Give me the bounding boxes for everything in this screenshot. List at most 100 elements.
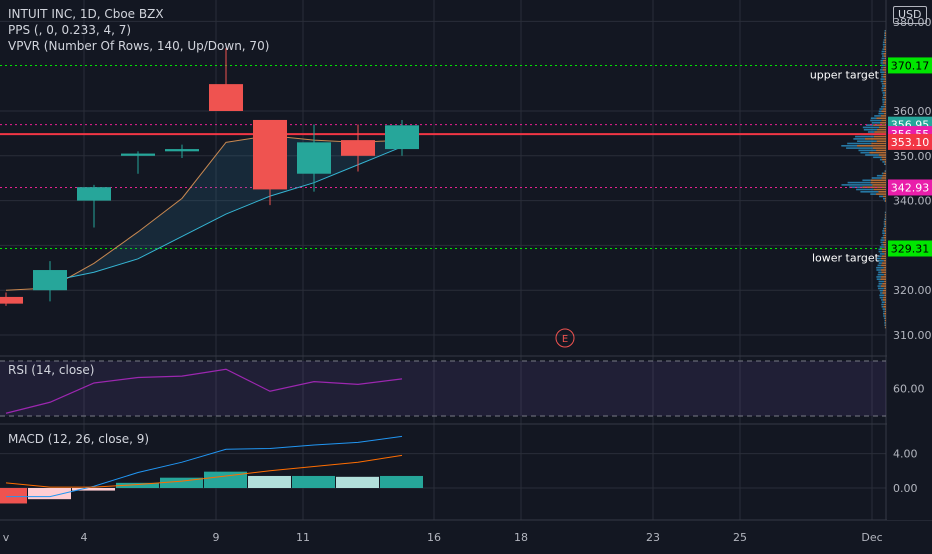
candle-body-7[interactable] (297, 142, 331, 173)
macd-hist-bar-8[interactable] (336, 477, 379, 488)
vpvr-row-up-28 (883, 94, 885, 96)
vpvr-row-up-39 (870, 120, 881, 122)
vpvr-row-up-56 (880, 159, 882, 161)
vpvr-row-down-46 (874, 136, 886, 138)
candle-body-0[interactable] (0, 297, 23, 304)
vpvr-row-down-29 (884, 97, 886, 99)
vpvr-row-up-50 (841, 145, 857, 147)
vpvr-row-down-32 (884, 104, 886, 106)
vpvr-row-up-69 (856, 189, 874, 191)
vpvr-row-down-116 (883, 297, 886, 299)
vpvr-row-down-49 (871, 143, 886, 145)
vpvr-row-down-7 (884, 46, 886, 48)
vpvr-row-up-38 (871, 117, 877, 119)
vpvr-row-up-2 (884, 35, 885, 37)
vpvr-row-down-55 (881, 157, 886, 159)
earnings-marker-label[interactable]: E (562, 334, 568, 345)
vpvr-row-up-114 (880, 292, 882, 294)
vpvr-row-down-125 (885, 318, 886, 320)
macd-hist-bar-9[interactable] (380, 476, 423, 488)
time-tick-7: 25 (733, 531, 747, 544)
pps-legend[interactable]: PPS (, 0, 0.233, 4, 7) (8, 23, 131, 38)
macd-legend[interactable]: MACD (12, 26, close, 9) (8, 432, 149, 447)
vpvr-row-down-64 (881, 177, 886, 179)
vpvr-row-up-84 (884, 223, 885, 225)
symbol-title[interactable]: INTUIT INC, 1D, Cboe BZX (8, 7, 164, 22)
vpvr-row-down-9 (885, 51, 886, 53)
vpvr-row-up-62 (882, 173, 883, 175)
vpvr-row-up-96 (879, 251, 882, 253)
vpvr-row-down-43 (877, 129, 886, 131)
vpvr-row-up-26 (882, 90, 884, 92)
vpvr-row-up-6 (883, 44, 885, 46)
vpvr-row-down-120 (883, 306, 886, 308)
vpvr-row-down-33 (885, 106, 886, 108)
vpvr-row-down-4 (885, 39, 886, 41)
candle-body-6[interactable] (253, 120, 287, 189)
vpvr-row-up-110 (879, 283, 883, 285)
time-tick-2: 9 (213, 531, 220, 544)
time-tick-6: 23 (646, 531, 660, 544)
vpvr-row-up-106 (878, 274, 884, 276)
candle-body-9[interactable] (385, 125, 419, 149)
vpvr-row-down-83 (885, 221, 886, 223)
currency-badge[interactable]: USD (893, 6, 927, 24)
vpvr-row-down-39 (881, 120, 886, 122)
vpvr-row-down-51 (873, 147, 886, 149)
vpvr-row-down-42 (879, 127, 886, 129)
vpvr-row-down-80 (885, 214, 886, 216)
vpvr-row-up-37 (874, 115, 881, 117)
vpvr-row-up-25 (881, 88, 883, 90)
vpvr-row-down-24 (885, 85, 886, 87)
candle-body-5[interactable] (209, 84, 243, 111)
vpvr-row-down-69 (874, 189, 886, 191)
vpvr-row-up-55 (873, 157, 881, 159)
vpvr-row-up-97 (880, 253, 885, 255)
vpvr-row-down-37 (881, 115, 886, 117)
vpvr-row-up-11 (882, 55, 884, 57)
vpvr-row-up-7 (883, 46, 884, 48)
vpvr-row-up-103 (876, 267, 883, 269)
vpvr-row-down-53 (869, 152, 886, 154)
macd-hist-bar-7[interactable] (292, 476, 335, 488)
price-tag-0: 370.17 (891, 59, 930, 72)
vpvr-row-down-48 (877, 140, 886, 142)
candle-body-1[interactable] (33, 270, 67, 290)
candle-body-4[interactable] (165, 149, 199, 151)
vpvr-row-up-126 (884, 320, 885, 322)
rsi-legend[interactable]: RSI (14, close) (8, 363, 94, 378)
vpvr-row-down-93 (884, 244, 886, 246)
vpvr-row-down-36 (884, 113, 886, 115)
vpvr-row-down-127 (885, 322, 886, 324)
vpvr-row-down-107 (881, 276, 886, 278)
macd-hist-bar-0[interactable] (0, 488, 27, 503)
vpvr-row-down-16 (883, 67, 886, 69)
candle-body-3[interactable] (121, 154, 155, 156)
candle-body-2[interactable] (77, 187, 111, 200)
vpvr-row-up-57 (882, 161, 884, 163)
vpvr-row-down-108 (881, 278, 886, 280)
vpvr-row-down-28 (885, 94, 886, 96)
vpvr-row-up-43 (864, 129, 877, 131)
vpvr-row-up-19 (881, 74, 883, 76)
time-tick-8: Dec (861, 531, 882, 544)
vpvr-row-down-63 (882, 175, 886, 177)
vpvr-row-up-27 (882, 92, 885, 94)
vpvr-row-up-22 (881, 81, 884, 83)
vpvr-row-down-17 (883, 69, 886, 71)
vpvr-legend[interactable]: VPVR (Number Of Rows, 140, Up/Down, 70) (8, 39, 269, 54)
macd-hist-bar-6[interactable] (248, 476, 291, 488)
candle-body-8[interactable] (341, 140, 375, 156)
vpvr-row-up-124 (883, 315, 885, 317)
vpvr-row-down-50 (857, 145, 886, 147)
vpvr-row-up-14 (880, 62, 882, 64)
vpvr-row-up-36 (878, 113, 883, 115)
vpvr-row-up-81 (885, 216, 886, 218)
vpvr-row-down-22 (883, 81, 886, 83)
time-tick-3: 11 (296, 531, 310, 544)
vpvr-row-down-103 (884, 267, 886, 269)
vpvr-row-up-127 (884, 322, 885, 324)
vpvr-row-up-116 (880, 297, 883, 299)
